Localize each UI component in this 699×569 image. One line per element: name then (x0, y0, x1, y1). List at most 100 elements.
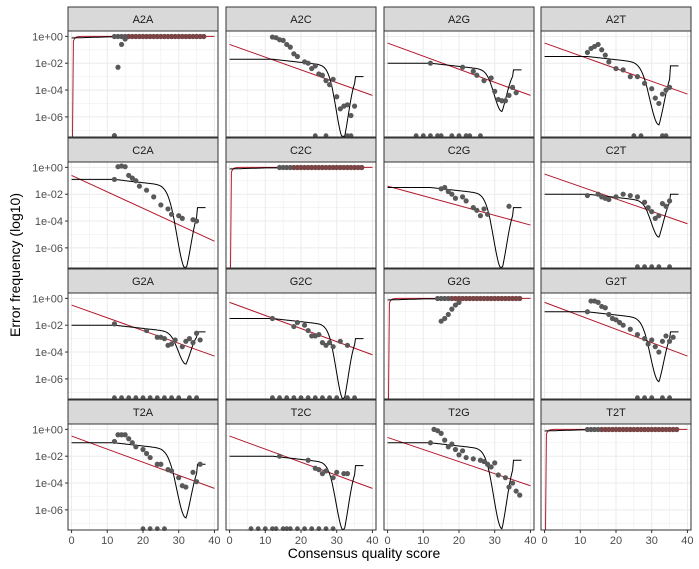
observed-point (143, 33, 150, 40)
observed-point (470, 205, 476, 211)
observed-point (129, 175, 135, 181)
observed-point (456, 452, 462, 458)
observed-point (161, 33, 168, 40)
observed-point (168, 468, 175, 474)
observed-point (442, 315, 448, 322)
observed-point (627, 192, 633, 199)
panel-g2t: G2T (540, 268, 692, 401)
observed-point (133, 444, 139, 450)
observed-point (634, 74, 641, 80)
observed-point (602, 305, 608, 311)
observed-point (645, 341, 651, 347)
x-tick-label: 10 (574, 535, 586, 547)
observed-point (129, 33, 135, 40)
y-tick-label: 1e+00 (32, 162, 63, 174)
observed-point (620, 426, 626, 433)
observed-point (147, 454, 153, 461)
panel-c2g: C2G (383, 137, 535, 269)
observed-point (143, 187, 150, 193)
observed-point (305, 457, 311, 463)
observed-point (186, 336, 193, 342)
observed-point (168, 211, 175, 217)
panel-g2c: G2C (225, 268, 377, 401)
facet-strip-label: G2A (132, 276, 155, 288)
observed-point (663, 426, 669, 433)
panel-border (540, 161, 692, 269)
observed-point (183, 338, 189, 344)
observed-point (326, 164, 333, 171)
observed-point (122, 432, 128, 438)
observed-point (344, 471, 351, 477)
observed-point (463, 454, 469, 461)
observed-point (179, 215, 185, 221)
observed-point (280, 164, 286, 171)
observed-point (136, 33, 143, 40)
fitted-error-line (71, 324, 206, 365)
observed-point (165, 206, 171, 212)
observed-point (122, 164, 128, 170)
observed-point (330, 475, 336, 481)
observed-point (670, 426, 676, 433)
observed-point (276, 164, 283, 171)
observed-point (602, 426, 608, 433)
observed-point (470, 295, 476, 302)
observed-point (456, 295, 462, 302)
observed-point (445, 311, 451, 318)
facet-strip-label: C2C (290, 145, 312, 157)
observed-point (151, 33, 157, 40)
observed-point (606, 59, 612, 65)
facet-strip-label: G2G (447, 276, 470, 288)
nominal-error-line (387, 42, 531, 96)
observed-point (287, 44, 293, 50)
facet-strip-label: T2C (291, 407, 312, 419)
observed-point (445, 188, 451, 195)
observed-point (193, 330, 200, 336)
observed-point (659, 338, 666, 344)
observed-point (348, 164, 354, 171)
observed-point (438, 295, 444, 302)
observed-point (193, 479, 200, 485)
observed-point (287, 164, 293, 171)
observed-point (616, 426, 623, 433)
fitted-error-line (387, 442, 522, 530)
observed-point (319, 72, 326, 78)
observed-point (599, 47, 605, 53)
nominal-error-line (71, 435, 215, 489)
observed-point (602, 52, 608, 58)
panel-border (540, 30, 692, 138)
observed-point (323, 78, 329, 84)
observed-point (445, 295, 451, 302)
observed-point (140, 446, 146, 453)
observed-point (513, 90, 519, 96)
facet-strip-label: G2C (290, 276, 313, 288)
observed-point (452, 446, 459, 453)
observed-point (649, 337, 655, 343)
observed-point (351, 164, 358, 171)
fitted-error-line (71, 178, 206, 268)
observed-point (172, 33, 178, 40)
observed-point (641, 199, 648, 205)
observed-point (449, 441, 455, 447)
observed-point (291, 164, 297, 171)
observed-point (641, 426, 648, 433)
observed-point (442, 184, 448, 191)
observed-point (111, 438, 118, 445)
x-tick-label: 40 (366, 535, 378, 547)
x-tick-label: 40 (681, 535, 693, 547)
x-axis-title: Consensus quality score (288, 545, 441, 561)
y-axis-title: Error frequency (log10) (7, 193, 23, 337)
observed-point (649, 426, 655, 433)
y-tick-label: 1e-04 (35, 347, 63, 359)
observed-point (442, 295, 448, 302)
observed-point (506, 484, 512, 490)
observed-point (499, 295, 505, 302)
observed-point (666, 198, 673, 204)
facet-strip-label: C2T (606, 145, 627, 157)
observed-point (111, 33, 118, 40)
observed-point (595, 191, 601, 197)
facet-strip-label: T2A (133, 407, 154, 419)
observed-point (584, 426, 591, 433)
observed-point (624, 426, 630, 433)
panel-t2t: T2T 0 10 20 30 40 (540, 399, 694, 547)
observed-point (176, 213, 182, 219)
